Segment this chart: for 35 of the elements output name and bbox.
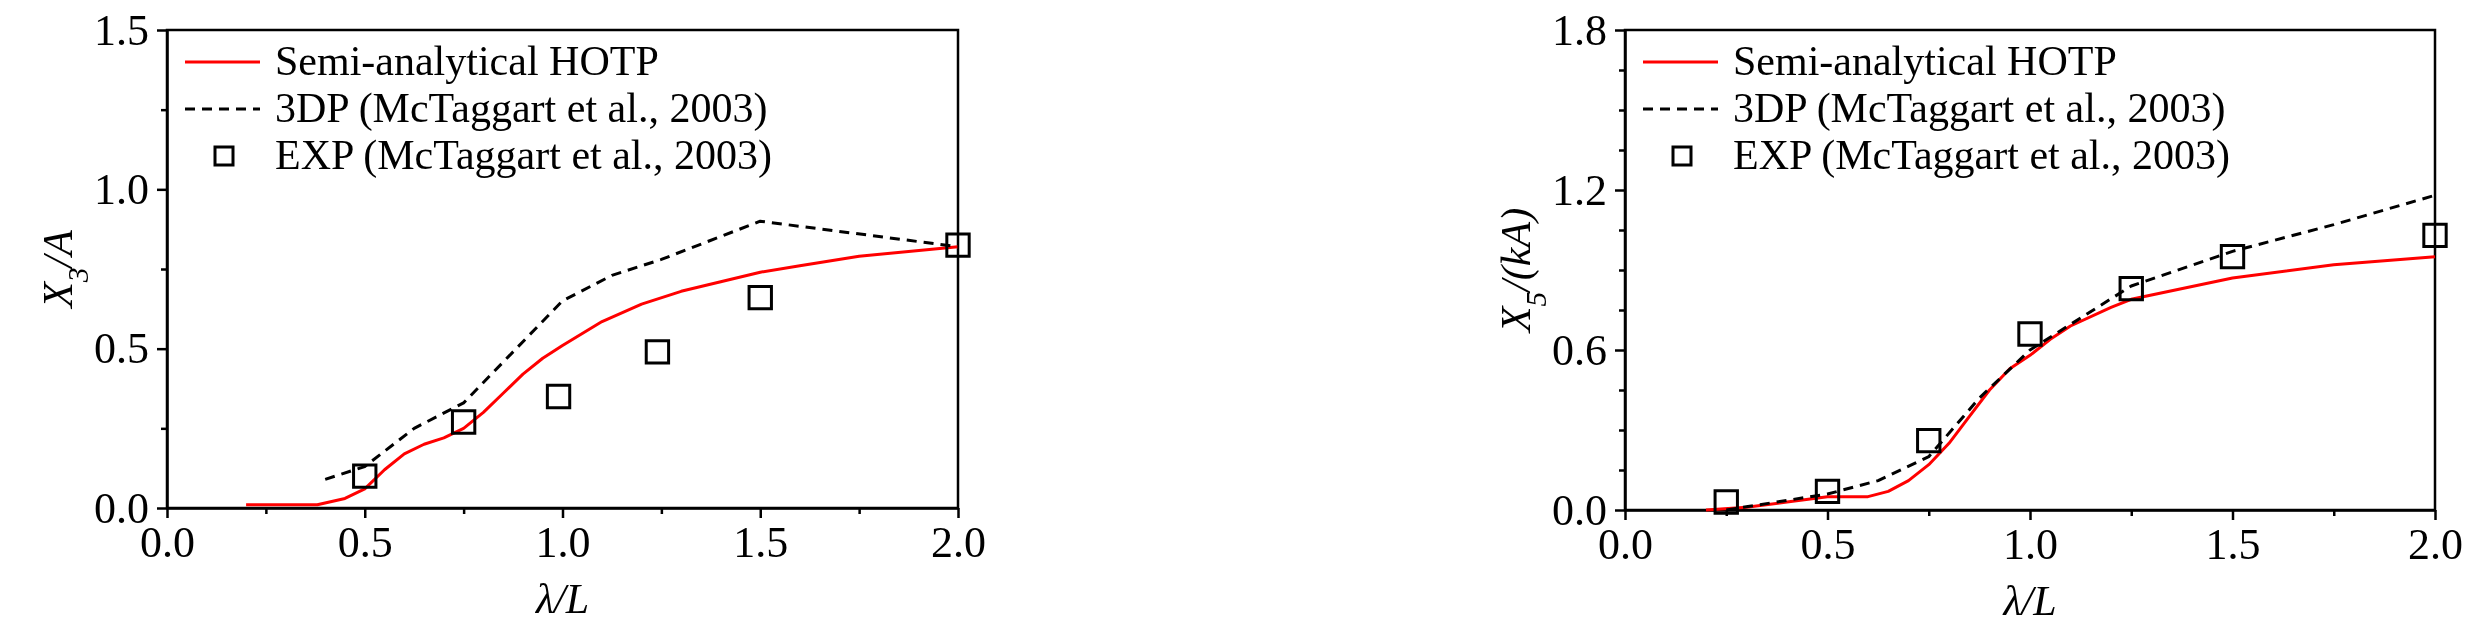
y-tick-label: 1.5 bbox=[94, 5, 149, 55]
y-tick-label: 0.6 bbox=[1552, 325, 1607, 375]
point bbox=[2118, 275, 2144, 302]
point bbox=[1814, 478, 1841, 505]
x-tick-label: 1.0 bbox=[2003, 520, 2058, 570]
point bbox=[2017, 321, 2043, 347]
legend-label: 3DP (McTaggart et al., 2003) bbox=[1733, 85, 2226, 132]
legend-label: EXP (McTaggart et al., 2003) bbox=[275, 132, 773, 179]
y-tick-label: 1.8 bbox=[1552, 5, 1607, 55]
legend-label: Semi-analytical HOTP bbox=[1733, 38, 2117, 84]
x-tick-label: 1.5 bbox=[733, 518, 789, 568]
x-tick-label: 1.0 bbox=[535, 518, 591, 568]
y-tick-label: 0.5 bbox=[94, 324, 149, 374]
x-tick-label: 2.0 bbox=[931, 518, 986, 568]
point bbox=[450, 409, 477, 435]
point bbox=[1713, 489, 1739, 515]
x-tick-label: 0.5 bbox=[337, 518, 393, 568]
point bbox=[1916, 427, 1942, 454]
x-tick-label: 1.5 bbox=[2205, 520, 2261, 570]
legend-label: 3DP (McTaggart et al., 2003) bbox=[275, 85, 768, 132]
x-axis-title: λ/L bbox=[533, 576, 590, 622]
y-tick-label: 1.0 bbox=[94, 164, 149, 214]
legend-label: Semi-analytical HOTP bbox=[275, 38, 659, 84]
legend-label: EXP (McTaggart et al., 2003) bbox=[1733, 132, 2231, 179]
point bbox=[644, 339, 671, 365]
x-tick-label: 2.0 bbox=[2408, 520, 2463, 570]
x-axis-title: λ/L bbox=[2001, 578, 2057, 624]
point bbox=[945, 232, 971, 258]
x-tick-label: 0.5 bbox=[1800, 520, 1856, 570]
point bbox=[2219, 243, 2246, 270]
point bbox=[747, 285, 773, 311]
point bbox=[2422, 222, 2448, 249]
y-tick-label: 1.2 bbox=[1552, 165, 1607, 215]
point bbox=[545, 383, 572, 410]
point bbox=[352, 463, 378, 489]
